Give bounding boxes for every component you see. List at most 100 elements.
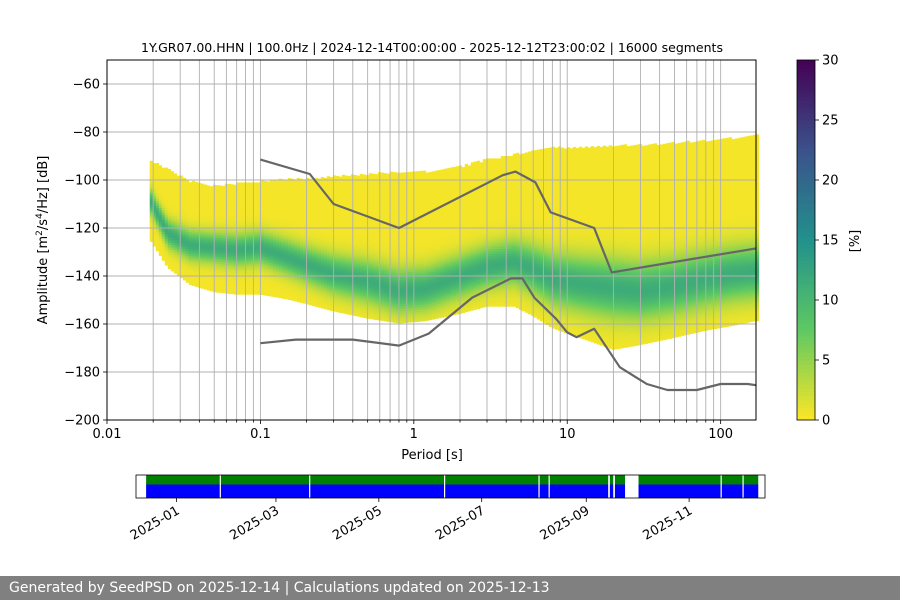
heatmap-cell — [344, 211, 349, 216]
heatmap-cell — [179, 182, 184, 187]
heatmap-cell — [413, 185, 418, 191]
heatmap-cell — [401, 230, 406, 235]
heatmap-cell — [245, 235, 250, 240]
heatmap-cell — [440, 265, 445, 270]
heatmap-cell — [389, 303, 394, 308]
heatmap-cell — [353, 189, 358, 194]
heatmap-cell — [239, 204, 244, 209]
heatmap-cell — [323, 302, 328, 307]
heatmap-cell — [437, 170, 442, 175]
heatmap-cell — [245, 211, 250, 216]
heatmap-cell — [323, 230, 328, 235]
heatmap-cell — [233, 232, 238, 237]
heatmap-cell — [314, 240, 319, 245]
heatmap-cell — [170, 209, 175, 214]
heatmap-cell — [371, 183, 376, 188]
heatmap-cell — [194, 280, 199, 285]
heatmap-cell — [320, 193, 325, 199]
heatmap-cell — [215, 235, 220, 240]
heatmap-cell — [152, 211, 157, 216]
heatmap-cell — [296, 180, 301, 185]
heatmap-cell — [335, 178, 340, 183]
heatmap-cell — [272, 249, 277, 254]
heatmap-cell — [359, 241, 364, 246]
heatmap-cell — [245, 184, 250, 190]
heatmap-cell — [353, 299, 358, 305]
heatmap-cell — [422, 285, 427, 291]
heatmap-cell — [311, 215, 316, 220]
heatmap-cell — [383, 264, 388, 269]
heatmap-cell — [242, 189, 247, 194]
heatmap-cell — [281, 181, 286, 186]
heatmap-cell — [158, 242, 163, 247]
heatmap-cell — [383, 209, 388, 214]
heatmap-cell — [179, 194, 184, 199]
heatmap-cell — [419, 245, 424, 250]
heatmap-cell — [356, 235, 361, 240]
heatmap-cell — [395, 309, 400, 314]
heatmap-cell — [203, 184, 208, 189]
heatmap-cell — [257, 237, 262, 242]
heatmap-cell — [416, 288, 421, 293]
heatmap-cell — [440, 258, 445, 263]
heatmap-cell — [371, 178, 376, 183]
heatmap-cell — [281, 188, 286, 194]
heatmap-cell — [263, 188, 268, 193]
heatmap-cell — [317, 200, 322, 205]
heatmap-cell — [317, 214, 322, 219]
heatmap-cell — [245, 230, 250, 235]
heatmap-cell — [320, 239, 325, 244]
heatmap-cell — [362, 256, 367, 261]
heatmap-cell — [425, 263, 430, 268]
heatmap-cell — [176, 185, 181, 190]
heatmap-cell — [263, 267, 268, 272]
heatmap-cell — [221, 231, 226, 236]
heatmap-cell — [263, 200, 268, 205]
heatmap-cell — [347, 281, 352, 286]
heatmap-cell — [236, 204, 241, 209]
heatmap-cell — [434, 264, 439, 269]
heatmap-cell — [158, 239, 163, 244]
heatmap-cell — [344, 307, 349, 312]
heatmap-cell — [209, 275, 214, 280]
heatmap-cell — [299, 274, 304, 279]
heatmap-cell — [311, 181, 316, 187]
heatmap-cell — [272, 194, 277, 199]
heatmap-cell — [206, 279, 211, 284]
heatmap-cell — [194, 210, 199, 215]
heatmap-cell — [173, 238, 178, 243]
heatmap-cell — [383, 312, 388, 317]
heatmap-cell — [317, 253, 322, 258]
heatmap-cell — [344, 192, 349, 197]
heatmap-cell — [215, 187, 220, 192]
heatmap-cell — [332, 288, 337, 293]
heatmap-cell — [161, 174, 166, 180]
heatmap-cell — [425, 184, 430, 189]
heatmap-cell — [380, 206, 385, 211]
heatmap-cell — [428, 279, 433, 285]
heatmap-cell — [308, 195, 313, 200]
heatmap-cell — [407, 176, 412, 181]
heatmap-cell — [344, 288, 349, 293]
heatmap-cell — [293, 270, 298, 276]
heatmap-cell — [311, 186, 316, 191]
heatmap-cell — [293, 234, 298, 240]
heatmap-cell — [341, 249, 346, 254]
heatmap-cell — [314, 276, 319, 281]
heatmap-cell — [392, 176, 397, 182]
heatmap-cell — [401, 172, 406, 177]
heatmap-cell — [209, 251, 214, 256]
heatmap-cell — [380, 259, 385, 264]
heatmap-cell — [425, 273, 430, 278]
heatmap-cell — [269, 241, 274, 247]
heatmap-cell — [155, 223, 160, 228]
heatmap-cell — [332, 278, 337, 283]
heatmap-cell — [422, 249, 427, 255]
heatmap-cell — [308, 219, 313, 224]
heatmap-cell — [182, 240, 187, 245]
heatmap-cell — [200, 272, 205, 277]
heatmap-cell — [191, 255, 196, 260]
heatmap-cell — [398, 196, 403, 201]
heatmap-cell — [311, 232, 316, 237]
heatmap-cell — [371, 245, 376, 250]
